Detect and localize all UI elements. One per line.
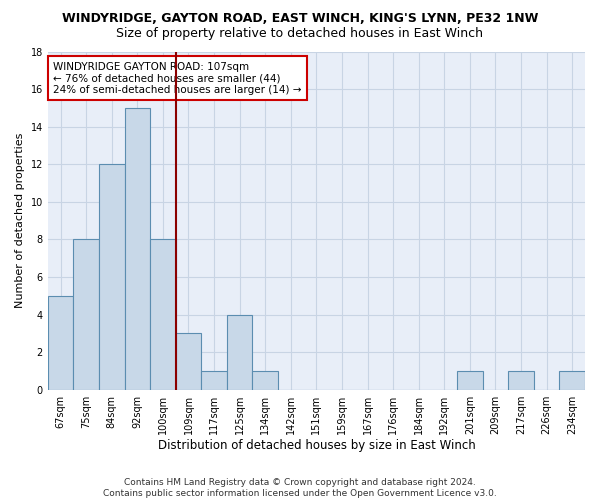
- Bar: [201, 371, 227, 390]
- Bar: [253, 371, 278, 390]
- Bar: [559, 371, 585, 390]
- Text: Contains HM Land Registry data © Crown copyright and database right 2024.
Contai: Contains HM Land Registry data © Crown c…: [103, 478, 497, 498]
- Bar: [508, 371, 534, 390]
- Text: Size of property relative to detached houses in East Winch: Size of property relative to detached ho…: [116, 28, 484, 40]
- Bar: [150, 240, 176, 390]
- X-axis label: Distribution of detached houses by size in East Winch: Distribution of detached houses by size …: [158, 440, 475, 452]
- Bar: [99, 164, 125, 390]
- Bar: [125, 108, 150, 390]
- Bar: [73, 240, 99, 390]
- Bar: [48, 296, 73, 390]
- Text: WINDYRIDGE, GAYTON ROAD, EAST WINCH, KING'S LYNN, PE32 1NW: WINDYRIDGE, GAYTON ROAD, EAST WINCH, KIN…: [62, 12, 538, 26]
- Y-axis label: Number of detached properties: Number of detached properties: [15, 133, 25, 308]
- Bar: [227, 314, 253, 390]
- Text: WINDYRIDGE GAYTON ROAD: 107sqm
← 76% of detached houses are smaller (44)
24% of : WINDYRIDGE GAYTON ROAD: 107sqm ← 76% of …: [53, 62, 302, 95]
- Bar: [457, 371, 482, 390]
- Bar: [176, 334, 201, 390]
